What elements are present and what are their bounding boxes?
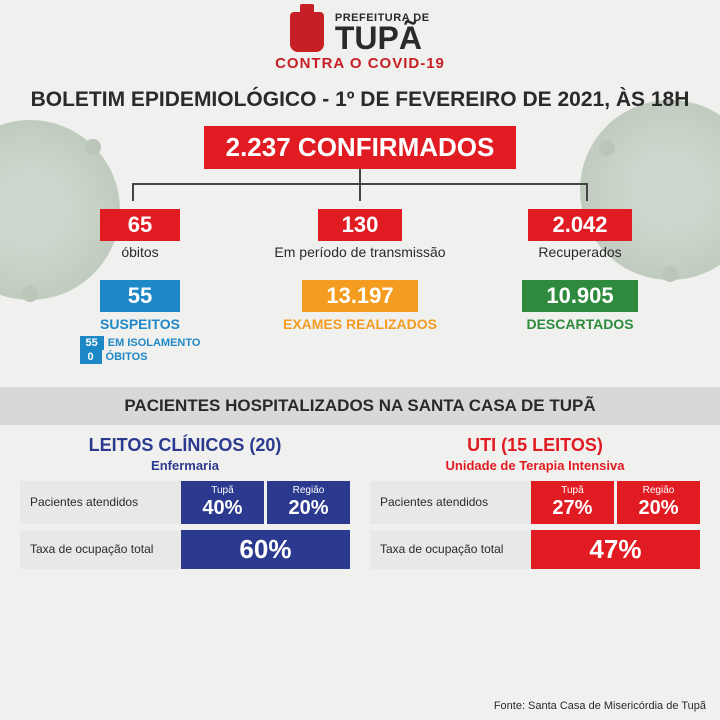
- isolamento-badge: 55: [80, 336, 104, 350]
- stat-label: DESCARTADOS: [470, 316, 690, 332]
- stat-recuperados: 2.042 Recuperados: [470, 209, 690, 260]
- stat-label: Em período de transmissão: [250, 244, 470, 260]
- cell-total: 60%: [181, 530, 350, 569]
- stat-label: óbitos: [30, 244, 250, 260]
- stat-value: 130: [318, 209, 403, 241]
- row-label: Pacientes atendidos: [370, 481, 531, 524]
- stat-value: 2.042: [528, 209, 631, 241]
- hospital-section-title: PACIENTES HOSPITALIZADOS NA SANTA CASA D…: [0, 387, 720, 425]
- row-label: Taxa de ocupação total: [20, 530, 181, 569]
- contra-covid-label: CONTRA O COVID-19: [0, 55, 720, 72]
- stat-value: 10.905: [522, 280, 637, 312]
- cell-tupa: Tupã 27%: [531, 481, 614, 524]
- clinicos-sub: Enfermaria: [20, 458, 350, 473]
- stat-obitos: 65 óbitos: [30, 209, 250, 260]
- stat-value: 13.197: [302, 280, 417, 312]
- stat-label: EXAMES REALIZADOS: [250, 316, 470, 332]
- clinicos-title: LEITOS CLÍNICOS (20): [20, 435, 350, 456]
- cell-regiao: Região 20%: [617, 481, 700, 524]
- cell-total: 47%: [531, 530, 700, 569]
- uti-sub: Unidade de Terapia Intensiva: [370, 458, 700, 473]
- stat-descartados: 10.905 DESCARTADOS: [470, 280, 690, 365]
- source-label: Fonte: Santa Casa de Misericórdia de Tup…: [494, 700, 706, 712]
- city-name: TUPÃ: [335, 24, 430, 53]
- stat-value: 55: [100, 280, 180, 312]
- isolamento-label: EM ISOLAMENTO: [108, 337, 201, 349]
- tree-connector: [60, 169, 660, 209]
- cell-regiao: Região 20%: [267, 481, 350, 524]
- stat-transmissao: 130 Em período de transmissão: [250, 209, 470, 260]
- row-label: Taxa de ocupação total: [370, 530, 531, 569]
- header: PREFEITURA DE TUPÃ CONTRA O COVID-19: [0, 0, 720, 78]
- stat-exames: 13.197 EXAMES REALIZADOS: [250, 280, 470, 365]
- leitos-clinicos-column: LEITOS CLÍNICOS (20) Enfermaria Paciente…: [20, 435, 350, 575]
- stat-label: Recuperados: [470, 244, 690, 260]
- uti-title: UTI (15 LEITOS): [370, 435, 700, 456]
- row-label: Pacientes atendidos: [20, 481, 181, 524]
- bulletin-title: BOLETIM EPIDEMIOLÓGICO - 1º DE FEVEREIRO…: [0, 88, 720, 112]
- obitos-susp-badge: 0: [80, 350, 102, 364]
- uti-column: UTI (15 LEITOS) Unidade de Terapia Inten…: [370, 435, 700, 575]
- city-crest-icon: [290, 12, 324, 52]
- stat-value: 65: [100, 209, 180, 241]
- cell-tupa: Tupã 40%: [181, 481, 264, 524]
- confirmed-box: 2.237 CONFIRMADOS: [204, 126, 517, 169]
- stat-suspeitos: 55 SUSPEITOS 55 EM ISOLAMENTO 0 ÓBITOS: [30, 280, 250, 365]
- stat-label: SUSPEITOS: [30, 316, 250, 332]
- obitos-susp-label: ÓBITOS: [106, 351, 148, 363]
